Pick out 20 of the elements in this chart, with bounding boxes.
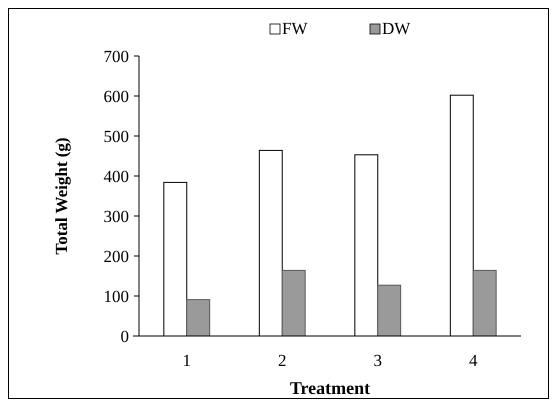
x-axis-title: Treatment [290,378,370,398]
y-tick-label: 700 [104,46,129,66]
y-tick-label: 100 [104,286,129,306]
y-tick-label: 600 [104,86,129,106]
y-tick-label: 0 [120,326,129,346]
x-tick-label: 2 [278,351,286,370]
legend-label: FW [282,19,308,38]
x-tick-label: 3 [374,351,382,370]
y-tick-label: 400 [104,166,129,186]
bar [186,299,210,336]
y-tick-label: 200 [104,246,129,266]
legend-label: DW [382,19,412,38]
bar [377,284,402,336]
y-tick-label: 500 [104,126,129,146]
x-tick-label: 4 [469,351,478,370]
y-tick-label: 300 [104,206,129,226]
bar [282,270,306,336]
bar [472,270,497,336]
x-tick-label: 1 [182,351,191,370]
y-axis-title: Total Weight (g) [52,137,71,255]
